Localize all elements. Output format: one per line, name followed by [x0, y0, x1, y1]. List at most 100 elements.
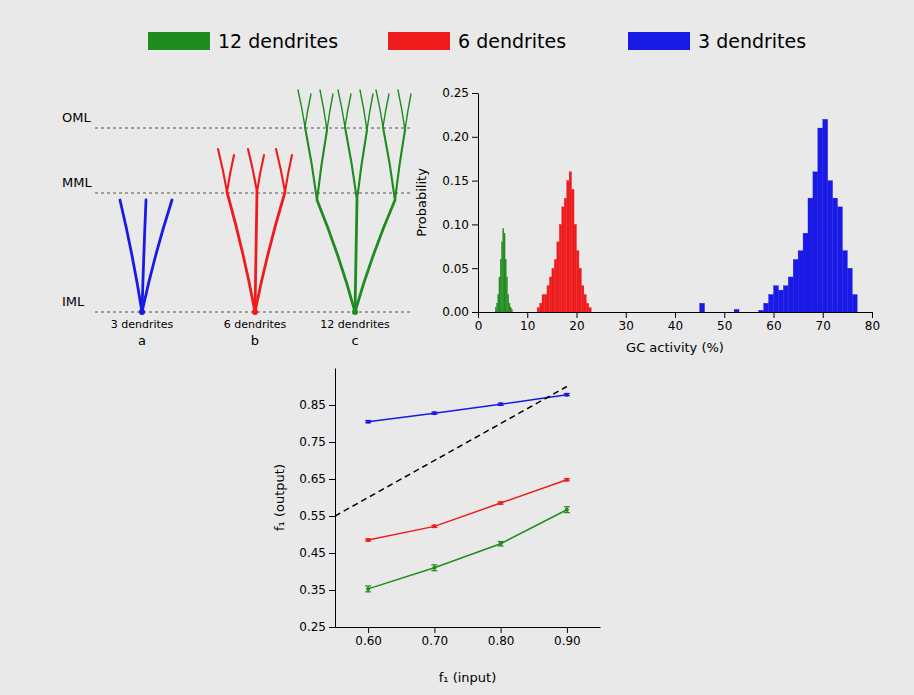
x-axis-tick-label: 0.90	[554, 634, 581, 648]
neuron	[298, 90, 411, 315]
soma	[252, 309, 258, 315]
bar	[744, 312, 749, 313]
bar	[769, 294, 774, 312]
series-line	[368, 510, 567, 589]
histogram-chart: 010203040506070800.000.050.100.150.200.2…	[414, 86, 880, 355]
bar	[581, 286, 583, 312]
y-axis-line	[478, 94, 479, 313]
dendrite	[395, 130, 405, 200]
bar	[537, 308, 539, 312]
bar	[759, 310, 764, 312]
bar	[838, 207, 843, 312]
bar	[495, 308, 496, 312]
error-bar-cap	[365, 585, 371, 586]
x-axis-tick-mark	[823, 312, 824, 318]
bars	[495, 119, 857, 312]
cell-letter: c	[351, 333, 358, 348]
x-axis: 01020304050607080	[475, 312, 880, 333]
dendrite	[355, 200, 357, 312]
bar	[572, 189, 574, 312]
bar	[569, 172, 571, 312]
dendrite	[320, 90, 327, 130]
marker	[499, 402, 503, 406]
series	[335, 387, 570, 592]
x-axis-tick-mark	[577, 312, 578, 318]
bar	[700, 303, 705, 312]
bar	[504, 233, 505, 312]
bar	[774, 286, 779, 312]
line-chart: 0.600.700.800.900.250.350.450.550.650.75…	[272, 369, 601, 686]
dendrite	[142, 200, 172, 312]
dendrite	[276, 149, 285, 192]
bar	[579, 268, 581, 312]
series-line	[368, 395, 567, 422]
dendrite	[355, 200, 395, 312]
y-axis-tick-mark	[329, 590, 335, 591]
dendrite	[285, 155, 292, 192]
bar	[540, 303, 542, 312]
x-axis-tick-label: 20	[569, 319, 584, 333]
y-axis-tick-label: 0.75	[299, 435, 326, 449]
bar	[498, 294, 499, 312]
dendrite	[298, 90, 305, 127]
bar	[719, 312, 724, 313]
bar	[567, 181, 569, 312]
x-axis-tick: 30	[619, 312, 634, 333]
y-axis-tick-label: 0.65	[299, 472, 326, 486]
x-axis-tick: 0.70	[422, 627, 449, 648]
x-axis-tick: 70	[816, 312, 831, 333]
marker	[432, 524, 436, 528]
bar	[808, 198, 813, 312]
y-axis-tick: 0.05	[442, 262, 478, 276]
dendrite	[360, 90, 367, 130]
bar	[734, 309, 739, 312]
x-axis-tick: 0.80	[488, 627, 515, 648]
series-line	[335, 387, 567, 517]
bar	[510, 308, 511, 312]
y-axis-tick-mark	[329, 442, 335, 443]
bar	[577, 251, 579, 312]
bar	[754, 312, 759, 313]
legend-swatch	[388, 32, 450, 50]
x-axis-tick-label: 0.80	[488, 634, 515, 648]
error-bar	[498, 403, 504, 405]
legend-swatch	[148, 32, 210, 50]
error-bar	[431, 565, 437, 571]
y-axis-tick-mark	[472, 268, 478, 269]
x-axis-tick-mark	[675, 312, 676, 318]
bar	[852, 294, 857, 312]
x-axis-tick: 80	[865, 312, 880, 333]
layer-label: OML	[62, 110, 91, 125]
x-axis-tick: 0.60	[355, 627, 382, 648]
bar	[714, 312, 719, 313]
legend: 12 dendrites6 dendrites3 dendrites	[148, 30, 806, 52]
bar	[506, 277, 507, 312]
y-axis-tick-label: 0.85	[299, 398, 326, 412]
y-axis-tick: 0.10	[442, 218, 478, 232]
dendrite	[305, 127, 317, 200]
layer-label: MML	[62, 175, 92, 190]
bar	[739, 312, 744, 313]
bar	[847, 268, 852, 312]
error-bar-cap	[564, 512, 570, 513]
bar-series	[537, 172, 591, 312]
x-axis-tick-label: 50	[717, 319, 732, 333]
x-axis-tick: 0	[475, 312, 483, 333]
x-axis-tick-label: 70	[816, 319, 831, 333]
dendrite	[257, 155, 264, 192]
x-axis-tick-mark	[724, 312, 725, 318]
layer-label: IML	[62, 294, 85, 309]
dendrite	[227, 155, 234, 192]
dendrite	[383, 127, 395, 200]
marker	[499, 501, 503, 505]
dendrite	[398, 90, 405, 130]
y-axis-tick: 0.15	[442, 174, 478, 188]
bar	[552, 268, 554, 312]
x-axis-tick-mark	[368, 627, 369, 633]
y-axis-tick-mark	[472, 93, 478, 94]
marker	[432, 411, 436, 415]
x-axis-tick-label: 30	[619, 319, 634, 333]
y-axis-title: Probability	[414, 168, 429, 237]
dendrite	[357, 130, 367, 200]
bar	[547, 286, 549, 312]
